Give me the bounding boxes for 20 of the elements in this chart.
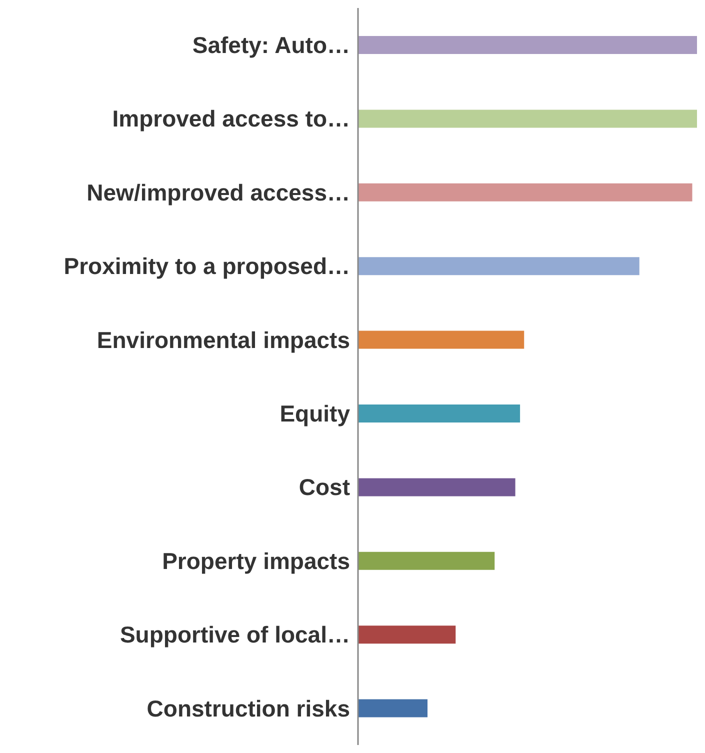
y-tick-label: New/improved access… xyxy=(86,179,350,206)
bar xyxy=(358,478,516,496)
bar xyxy=(358,626,456,644)
bar xyxy=(358,257,640,276)
y-tick-label: Construction risks xyxy=(146,695,350,722)
y-tick-label: Improved access to… xyxy=(112,106,350,132)
y-tick-label: Safety: Auto… xyxy=(192,32,350,58)
y-tick-label: Cost xyxy=(298,474,350,500)
bar xyxy=(358,552,495,570)
y-tick-label: Environmental impacts xyxy=(96,326,350,353)
y-tick-label: Supportive of local… xyxy=(120,622,350,648)
bar xyxy=(358,36,697,54)
bar xyxy=(358,404,520,423)
bar xyxy=(358,110,697,128)
y-tick-label: Property impacts xyxy=(162,548,350,574)
y-tick-label: Proximity to a proposed… xyxy=(64,253,350,280)
y-tick-label: Equity xyxy=(280,400,350,427)
bar xyxy=(358,330,524,349)
bar xyxy=(358,183,692,202)
bar xyxy=(358,699,428,718)
